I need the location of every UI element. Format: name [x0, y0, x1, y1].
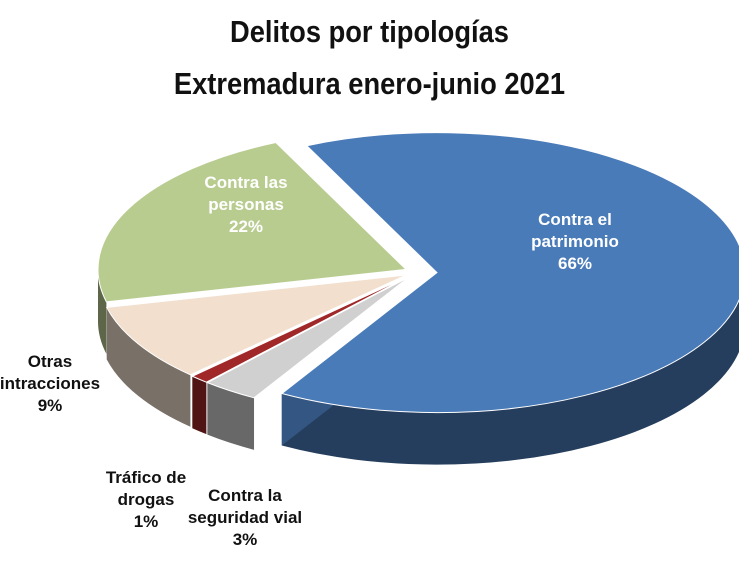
slice: [97, 141, 408, 303]
value-label: 66%: [557, 254, 593, 273]
slice: [280, 132, 739, 414]
chart-subtitle: Extremadura enero-junio 2021: [173, 66, 566, 101]
category-label: Otras intracciones: [0, 352, 101, 393]
category-label: Contra el patrimonio: [531, 210, 619, 251]
slice: [191, 275, 409, 383]
category-label: Contra la seguridad vial: [187, 486, 303, 527]
slice-label: Contra las personas 22%: [191, 172, 301, 238]
category-label: Tráfico de drogas: [105, 468, 187, 509]
slice-side: [192, 376, 207, 435]
category-label: Contra las personas: [204, 173, 288, 214]
value-label: 22%: [228, 217, 264, 236]
value-label: 9%: [37, 396, 63, 415]
slice-side: [106, 307, 191, 427]
slice-label: Otras intracciones 9%: [0, 351, 105, 417]
slice-side: [97, 269, 107, 354]
value-label: 1%: [133, 512, 159, 531]
slice-label: Contra la seguridad vial 3%: [185, 485, 305, 551]
value-label: 3%: [232, 530, 258, 549]
slice-side: [207, 382, 255, 450]
chart-title: Delitos por tipologías: [230, 14, 509, 49]
slice-label: Contra el patrimonio 66%: [510, 209, 640, 275]
slice: [206, 276, 410, 399]
slice: [105, 274, 407, 376]
slice-label: Tráfico de drogas 1%: [96, 467, 196, 533]
slice-side: [281, 299, 739, 465]
